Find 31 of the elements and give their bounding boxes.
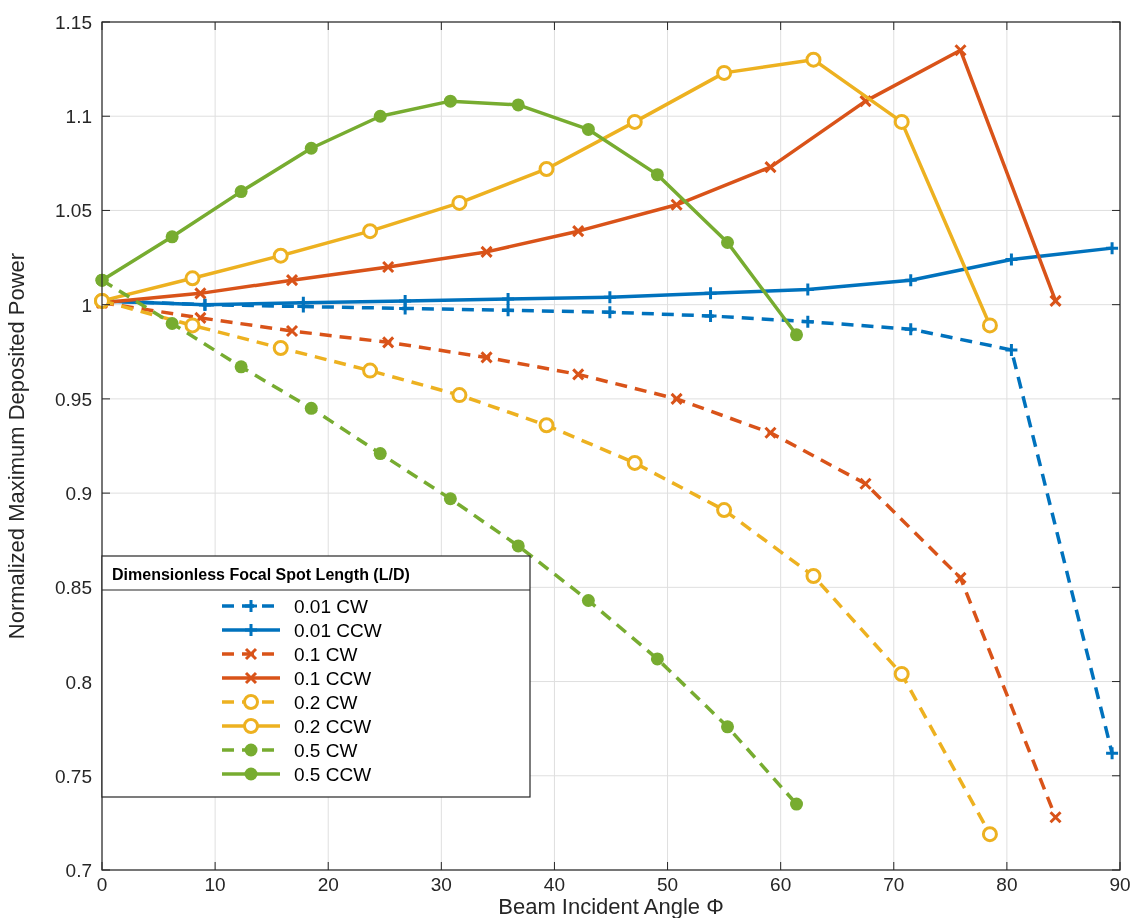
legend-title: Dimensionless Focal Spot Length (L/D) xyxy=(112,566,410,583)
x-tick-label: 70 xyxy=(883,874,905,895)
y-axis-title: Normalized Maximum Deposited Power xyxy=(4,252,29,640)
x-axis-title: Beam Incident Angle Φ xyxy=(498,894,724,918)
legend-label: 0.01 CW xyxy=(294,596,368,617)
legend-label: 0.2 CW xyxy=(294,692,358,713)
y-tick-label: 0.75 xyxy=(55,765,92,787)
legend-label: 0.1 CW xyxy=(294,644,358,665)
x-tick-label: 60 xyxy=(770,874,792,895)
y-tick-label: 1 xyxy=(81,294,92,316)
y-tick-label: 0.8 xyxy=(65,671,92,693)
x-tick-label: 80 xyxy=(996,874,1018,895)
x-tick-label: 90 xyxy=(1109,874,1131,895)
y-tick-label: 0.7 xyxy=(65,860,92,881)
x-tick-label: 40 xyxy=(543,874,566,895)
legend-label: 0.1 CCW xyxy=(294,668,372,689)
x-tick-label: 20 xyxy=(317,874,339,895)
legend-label: 0.5 CCW xyxy=(294,764,372,785)
y-tick-label: 1.05 xyxy=(55,200,92,222)
x-tick-label: 10 xyxy=(204,874,226,895)
y-tick-label: 0.95 xyxy=(55,388,92,410)
y-tick-label: 0.85 xyxy=(55,577,92,599)
y-tick-label: 1.15 xyxy=(55,12,92,33)
y-tick-label: 0.9 xyxy=(65,483,92,505)
x-tick-label: 0 xyxy=(96,874,108,895)
x-tick-label: 50 xyxy=(656,874,679,895)
legend-label: 0.2 CCW xyxy=(294,716,372,737)
x-tick-label: 30 xyxy=(430,874,452,895)
legend-label: 0.01 CCW xyxy=(294,620,382,641)
y-tick-label: 1.1 xyxy=(65,106,92,128)
legend-label: 0.5 CW xyxy=(294,740,358,761)
